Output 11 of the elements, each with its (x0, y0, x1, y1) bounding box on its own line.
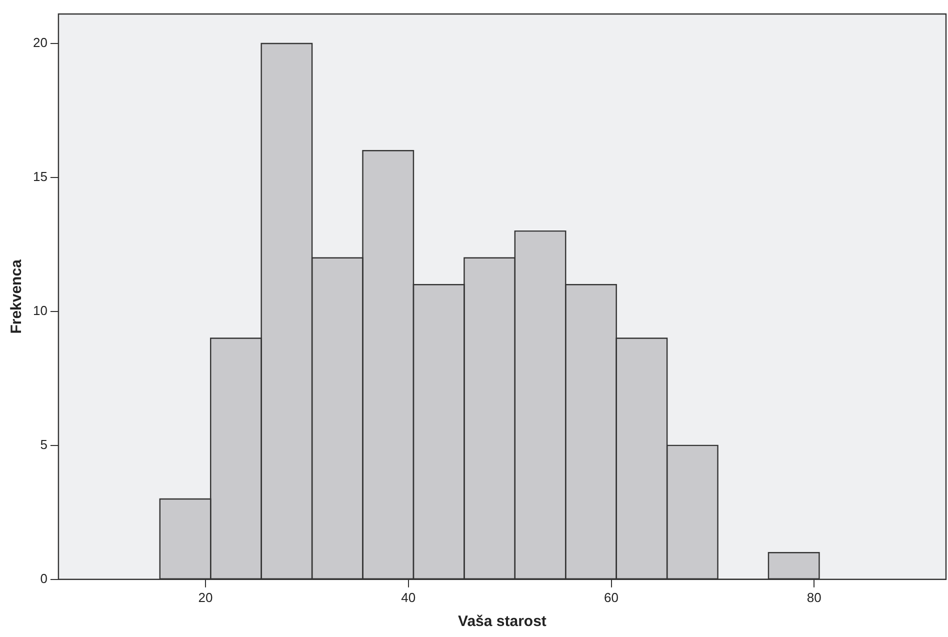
x-tick-label: 80 (806, 590, 822, 605)
y-axis-title: Frekvenca (8, 258, 26, 334)
y-tick-label: 20 (32, 35, 48, 50)
x-axis-title: Vaša starost (458, 613, 546, 630)
x-tick-label: 40 (401, 590, 416, 605)
x-tick-label: 20 (198, 590, 213, 605)
y-tick-label: 5 (40, 436, 48, 452)
y-tick-label: 0 (40, 570, 48, 586)
y-tick-label: 10 (32, 303, 48, 318)
y-tick-label: 15 (32, 169, 48, 184)
x-tick-label: 60 (604, 590, 619, 605)
